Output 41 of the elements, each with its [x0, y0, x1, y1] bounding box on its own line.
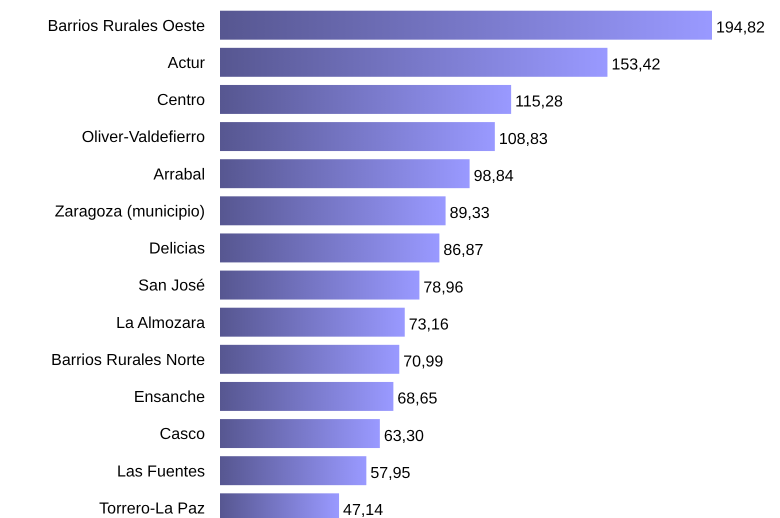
bar: [220, 122, 495, 152]
bar: [220, 48, 608, 77]
data-label: 78,96: [423, 279, 464, 296]
y-tick-label: Barrios Rurales Oeste: [48, 18, 206, 35]
y-tick-label: Oliver-Valdefierro: [82, 129, 206, 146]
bar: [220, 419, 380, 448]
y-tick-label: Centro: [156, 92, 206, 110]
y-tick-label: San José: [138, 278, 206, 295]
y-tick-label: Ensanche: [134, 389, 206, 406]
bar: [220, 233, 440, 262]
bar: [220, 159, 470, 188]
data-label: 57,95: [370, 464, 410, 482]
data-label: 47,14: [343, 502, 384, 518]
bar: [220, 84, 512, 114]
data-label: 73,16: [408, 316, 449, 334]
bar: [220, 382, 394, 411]
y-tick-label: Torrero-La Paz: [99, 500, 205, 518]
data-label: 194,82: [716, 19, 766, 36]
bar: [220, 10, 712, 40]
y-tick-label: Arrabal: [153, 166, 205, 184]
data-label: 89,33: [450, 205, 490, 222]
y-tick-label: Casco: [160, 426, 206, 444]
y-tick-label: Las Fuentes: [116, 463, 205, 480]
bar: [220, 344, 400, 374]
data-label: 108,83: [498, 130, 548, 148]
bar: [220, 270, 420, 300]
data-label: 98,84: [474, 168, 514, 185]
data-label: 70,99: [403, 354, 444, 371]
data-label: 86,87: [443, 242, 484, 260]
data-label: 68,65: [397, 390, 438, 408]
bar: [220, 456, 366, 486]
data-label: 63,30: [384, 428, 424, 445]
bar: [220, 196, 446, 226]
y-tick-label: Barrios Rurales Norte: [51, 352, 206, 369]
data-label: 153,42: [611, 56, 660, 74]
y-tick-label: Delicias: [148, 240, 205, 258]
bar: [220, 308, 405, 337]
y-tick-label: Actur: [168, 54, 206, 72]
y-tick-label: La Almozara: [116, 314, 206, 332]
data-label: 115,28: [515, 94, 563, 111]
y-tick-label: Zaragoza (municipio): [54, 203, 205, 220]
